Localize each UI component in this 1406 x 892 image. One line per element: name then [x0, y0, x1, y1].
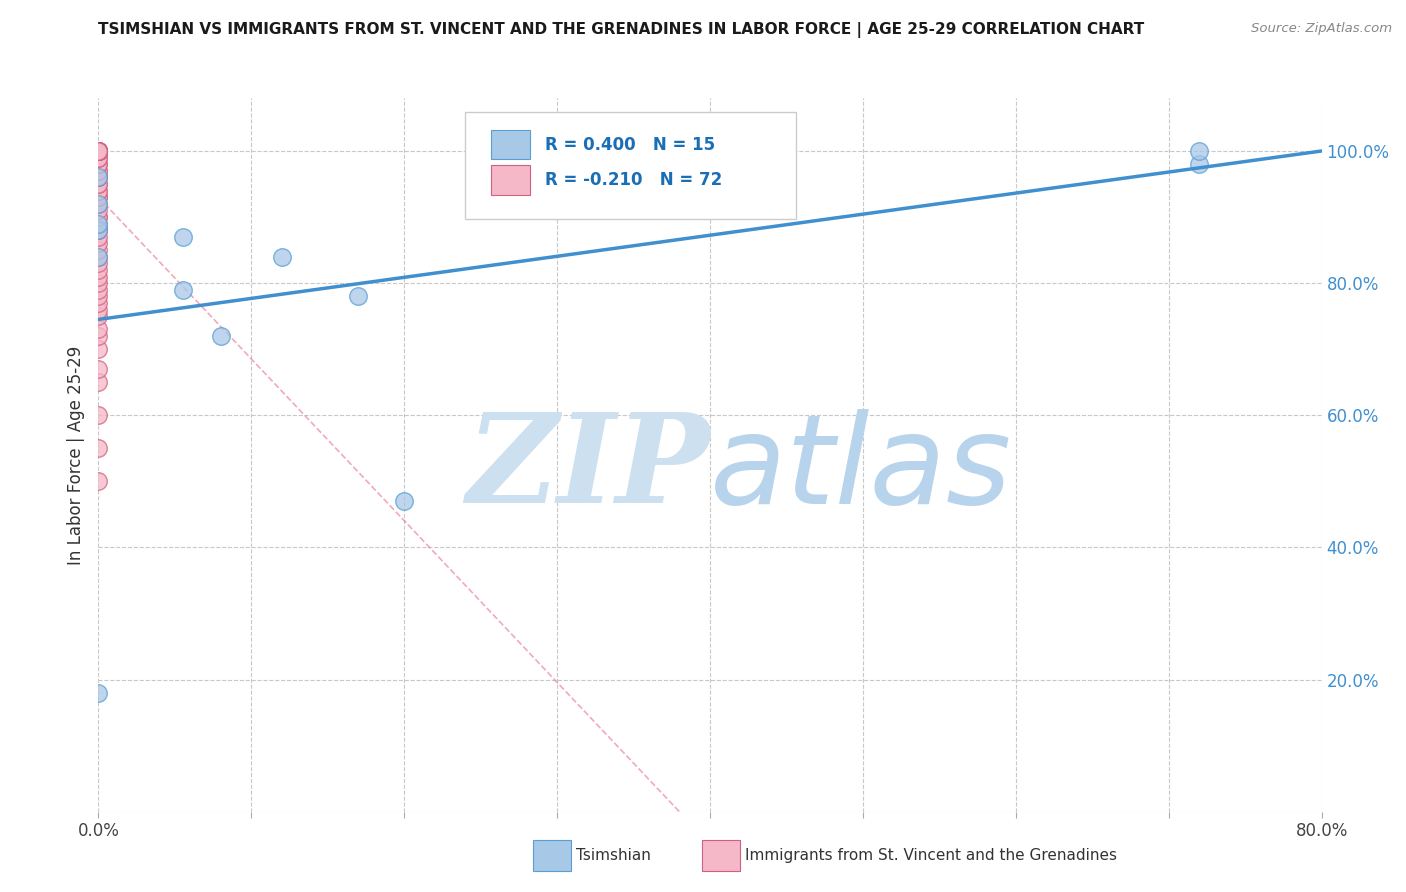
- Point: [87, 170, 110, 185]
- Point: [87, 276, 110, 290]
- Point: [87, 475, 110, 489]
- Point: [1188, 144, 1211, 158]
- Point: [87, 144, 110, 158]
- Point: [1188, 157, 1211, 171]
- Point: [87, 144, 110, 158]
- Point: [87, 144, 110, 158]
- Point: [87, 144, 110, 158]
- Text: Tsimshian: Tsimshian: [576, 848, 651, 863]
- Point: [87, 263, 110, 277]
- Point: [87, 409, 110, 423]
- Point: [87, 144, 110, 158]
- Point: [87, 151, 110, 165]
- Point: [87, 157, 110, 171]
- Point: [87, 144, 110, 158]
- Point: [87, 144, 110, 158]
- Point: [172, 230, 194, 244]
- Point: [87, 144, 110, 158]
- Point: [87, 197, 110, 211]
- Point: [87, 223, 110, 237]
- Text: R = -0.210   N = 72: R = -0.210 N = 72: [546, 171, 723, 189]
- Point: [87, 144, 110, 158]
- Point: [87, 210, 110, 224]
- Point: [87, 250, 110, 264]
- Point: [87, 144, 110, 158]
- Point: [87, 184, 110, 198]
- FancyBboxPatch shape: [465, 112, 796, 219]
- Point: [87, 236, 110, 251]
- Point: [87, 190, 110, 204]
- Text: TSIMSHIAN VS IMMIGRANTS FROM ST. VINCENT AND THE GRENADINES IN LABOR FORCE | AGE: TSIMSHIAN VS IMMIGRANTS FROM ST. VINCENT…: [98, 22, 1144, 38]
- Point: [87, 217, 110, 231]
- Point: [209, 329, 232, 343]
- Point: [87, 686, 110, 700]
- Point: [270, 250, 292, 264]
- Point: [87, 144, 110, 158]
- FancyBboxPatch shape: [491, 129, 530, 160]
- Point: [87, 217, 110, 231]
- Point: [87, 144, 110, 158]
- FancyBboxPatch shape: [491, 165, 530, 195]
- Point: [87, 197, 110, 211]
- Point: [87, 322, 110, 336]
- Point: [87, 163, 110, 178]
- Point: [87, 157, 110, 171]
- Point: [87, 170, 110, 185]
- Y-axis label: In Labor Force | Age 25-29: In Labor Force | Age 25-29: [66, 345, 84, 565]
- Text: Source: ZipAtlas.com: Source: ZipAtlas.com: [1251, 22, 1392, 36]
- Point: [87, 170, 110, 185]
- Point: [87, 144, 110, 158]
- Point: [87, 144, 110, 158]
- Point: [87, 144, 110, 158]
- Point: [87, 144, 110, 158]
- Point: [87, 376, 110, 390]
- Text: R = 0.400   N = 15: R = 0.400 N = 15: [546, 136, 716, 153]
- Point: [87, 442, 110, 456]
- Point: [172, 283, 194, 297]
- Point: [87, 329, 110, 343]
- Point: [87, 163, 110, 178]
- Point: [87, 256, 110, 270]
- Point: [87, 302, 110, 317]
- Point: [87, 289, 110, 303]
- Point: [87, 243, 110, 257]
- Point: [87, 210, 110, 224]
- Point: [87, 177, 110, 191]
- Point: [87, 151, 110, 165]
- Point: [87, 144, 110, 158]
- Point: [87, 144, 110, 158]
- Point: [87, 190, 110, 204]
- Point: [87, 144, 110, 158]
- Point: [87, 144, 110, 158]
- Text: Immigrants from St. Vincent and the Grenadines: Immigrants from St. Vincent and the Gren…: [745, 848, 1118, 863]
- Point: [87, 362, 110, 376]
- Point: [87, 144, 110, 158]
- Text: ZIP: ZIP: [467, 409, 710, 530]
- Point: [87, 144, 110, 158]
- Point: [87, 223, 110, 237]
- Point: [87, 342, 110, 356]
- Point: [87, 144, 110, 158]
- Point: [87, 144, 110, 158]
- Point: [87, 144, 110, 158]
- Point: [87, 269, 110, 284]
- Point: [87, 283, 110, 297]
- Point: [87, 177, 110, 191]
- Point: [87, 144, 110, 158]
- Point: [87, 223, 110, 237]
- Point: [87, 203, 110, 218]
- Point: [87, 296, 110, 310]
- Point: [392, 494, 416, 508]
- Point: [87, 184, 110, 198]
- Point: [87, 250, 110, 264]
- Point: [87, 144, 110, 158]
- Point: [87, 230, 110, 244]
- Text: atlas: atlas: [710, 409, 1012, 530]
- Point: [87, 144, 110, 158]
- Point: [87, 309, 110, 323]
- Point: [347, 289, 370, 303]
- Point: [87, 144, 110, 158]
